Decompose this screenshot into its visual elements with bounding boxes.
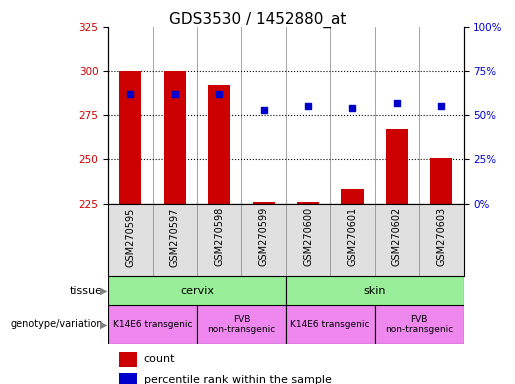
Point [348, 105, 356, 111]
Bar [286, 305, 375, 344]
Point [260, 107, 268, 113]
Bar [108, 305, 197, 344]
Bar [119, 71, 142, 204]
Bar [286, 276, 464, 305]
Text: ▶: ▶ [99, 319, 107, 329]
Text: ▶: ▶ [99, 286, 107, 296]
Point [215, 91, 224, 97]
Text: GSM270595: GSM270595 [125, 207, 135, 266]
Text: GSM270599: GSM270599 [259, 207, 269, 266]
Bar [164, 71, 186, 204]
Bar [430, 157, 452, 204]
Point [304, 103, 312, 109]
Text: GSM270597: GSM270597 [170, 207, 180, 266]
Text: genotype/variation: genotype/variation [10, 319, 103, 329]
Text: GDS3530 / 1452880_at: GDS3530 / 1452880_at [169, 12, 346, 28]
Text: GSM270600: GSM270600 [303, 207, 313, 266]
Text: FVB
non-transgenic: FVB non-transgenic [207, 315, 276, 334]
Text: percentile rank within the sample: percentile rank within the sample [144, 375, 332, 384]
Text: GSM270598: GSM270598 [214, 207, 224, 266]
Text: K14E6 transgenic: K14E6 transgenic [113, 320, 192, 329]
Bar [252, 202, 274, 204]
Text: GSM270602: GSM270602 [392, 207, 402, 266]
Point [126, 91, 134, 97]
Text: cervix: cervix [180, 286, 214, 296]
Point [393, 100, 401, 106]
Text: GSM270601: GSM270601 [348, 207, 357, 266]
Text: tissue: tissue [70, 286, 103, 296]
Bar [386, 129, 408, 204]
Bar [297, 202, 319, 204]
Text: K14E6 transgenic: K14E6 transgenic [290, 320, 370, 329]
Bar [119, 373, 136, 384]
Text: count: count [144, 354, 175, 364]
Point [437, 103, 445, 109]
Bar [341, 189, 364, 204]
Text: skin: skin [364, 286, 386, 296]
Text: GSM270603: GSM270603 [436, 207, 447, 266]
Bar [108, 276, 286, 305]
Bar [375, 305, 464, 344]
Bar [208, 85, 230, 204]
Bar [197, 305, 286, 344]
Point [170, 91, 179, 97]
Text: FVB
non-transgenic: FVB non-transgenic [385, 315, 453, 334]
Bar [119, 352, 136, 366]
